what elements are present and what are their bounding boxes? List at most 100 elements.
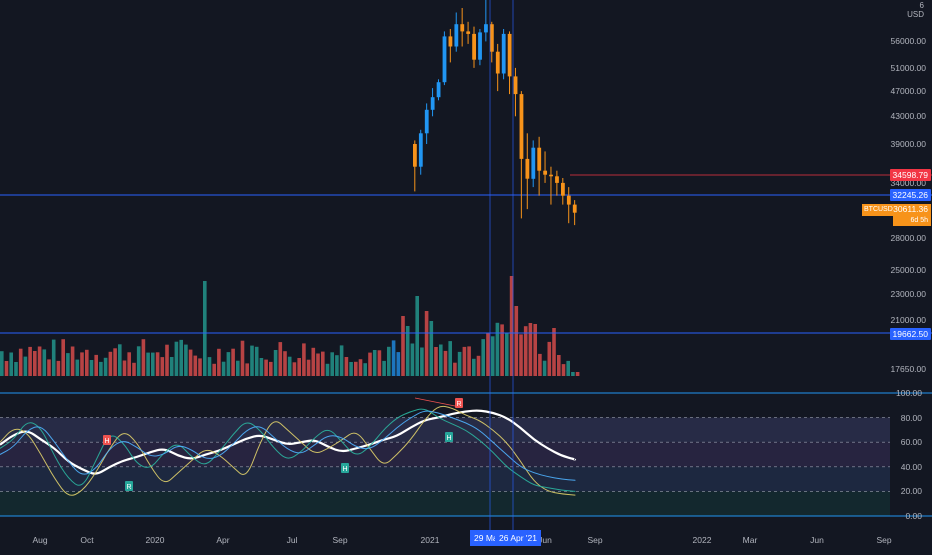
volume-bar (368, 352, 372, 376)
volume-bar (122, 360, 127, 376)
osc-axis-label: 100.00 (896, 388, 922, 398)
volume-bar (561, 364, 566, 376)
time-axis-label: 2021 (420, 535, 440, 545)
volume-bar (415, 296, 419, 376)
osc-axis-label: 20.00 (900, 486, 922, 497)
volume-bar (542, 360, 547, 376)
time-axis-label: 2022 (692, 535, 712, 545)
volume-bar (571, 372, 575, 376)
volume-bar (136, 346, 141, 376)
currency-top: 6 (919, 1, 924, 10)
candle-body (489, 24, 494, 52)
candle-body (466, 31, 471, 34)
volume-bar (330, 352, 334, 376)
candle-body (442, 36, 447, 83)
volume-bar (231, 348, 235, 376)
volume-bar (519, 334, 523, 376)
volume-bar (85, 349, 89, 376)
volume-bar (42, 349, 47, 376)
volume-bar (33, 351, 37, 376)
signal-marker[interactable]: H (103, 435, 111, 445)
candle-body (430, 97, 435, 110)
candle-body (448, 36, 453, 47)
volume-bar (169, 357, 174, 376)
volume-bar (28, 346, 32, 376)
volume-bar (184, 344, 188, 376)
signal-marker[interactable]: R (125, 481, 133, 491)
candle-body (454, 24, 459, 47)
volume-bar (236, 360, 240, 376)
volume-bar (429, 321, 434, 376)
volume-bar (566, 360, 570, 376)
volume-bar (481, 339, 485, 376)
time-axis-label: Sep (587, 535, 603, 545)
signal-marker[interactable]: H (341, 463, 349, 473)
signal-marker[interactable]: R (455, 398, 463, 408)
volume-bar (283, 351, 287, 376)
volume-bar (528, 323, 533, 376)
signal-marker-label: R (126, 484, 131, 491)
volume-bar (217, 348, 221, 376)
volume-bar (198, 358, 202, 376)
volume-bar (453, 362, 457, 376)
time-axis-label: Jun (810, 535, 824, 545)
crosshair-time-tag-1: 29 Ma (470, 530, 502, 546)
volume-bar (523, 326, 528, 376)
price-axis-label: 17650.00 (890, 363, 926, 374)
time-axis-label: 2020 (145, 535, 165, 545)
candle-body (555, 176, 559, 183)
volume-bar (113, 348, 117, 376)
volume-bar (254, 346, 259, 376)
candle-body (572, 204, 577, 213)
volume-bar (439, 344, 443, 376)
candle-body (507, 33, 512, 77)
volume-bar (94, 354, 98, 376)
time-axis-label: Jul (286, 535, 298, 545)
price-axis-label: 21000.00 (890, 314, 926, 325)
candle-body (543, 170, 548, 175)
volume-bar (269, 361, 273, 376)
volume-bar (316, 353, 320, 376)
volume-bar (354, 361, 358, 376)
volume-bar (486, 333, 490, 376)
volume-bar (358, 359, 363, 376)
candle-body (460, 24, 465, 32)
osc-bottom-band (0, 491, 890, 516)
volume-bar (250, 345, 254, 376)
volume-bar (387, 346, 391, 376)
volume-bar (273, 350, 278, 376)
volume-bar (410, 343, 415, 376)
volume-bar (349, 362, 353, 376)
volume-bar (165, 344, 169, 376)
volume-bar (401, 316, 405, 376)
volume-bar (179, 339, 183, 376)
volume-bar (61, 339, 65, 376)
volume-bar (4, 361, 9, 376)
volume-bar (462, 346, 467, 376)
price-axis-label: 28000.00 (890, 233, 926, 243)
volume-bar (37, 346, 42, 376)
signal-marker-bg (455, 398, 463, 408)
volume-bar (155, 352, 160, 376)
volume-bar (0, 351, 4, 376)
candle-body (436, 82, 441, 98)
time-axis-label: Mar (742, 535, 758, 545)
volume-bar (505, 332, 509, 376)
volume-bar (264, 359, 268, 376)
candle-body (513, 76, 518, 95)
volume-bar (132, 362, 136, 376)
signal-marker[interactable]: H (445, 432, 453, 442)
volume-bar (396, 352, 401, 376)
volume-bar (240, 340, 245, 376)
candle-body (418, 133, 423, 167)
signal-connector (414, 397, 456, 407)
volume-bar (476, 355, 481, 376)
volume-bar (500, 324, 504, 376)
signal-marker-bg (125, 481, 133, 491)
volume-bar (297, 358, 301, 376)
volume-bar (89, 360, 94, 376)
volume-bar (372, 350, 377, 376)
volume-bar (118, 344, 122, 376)
